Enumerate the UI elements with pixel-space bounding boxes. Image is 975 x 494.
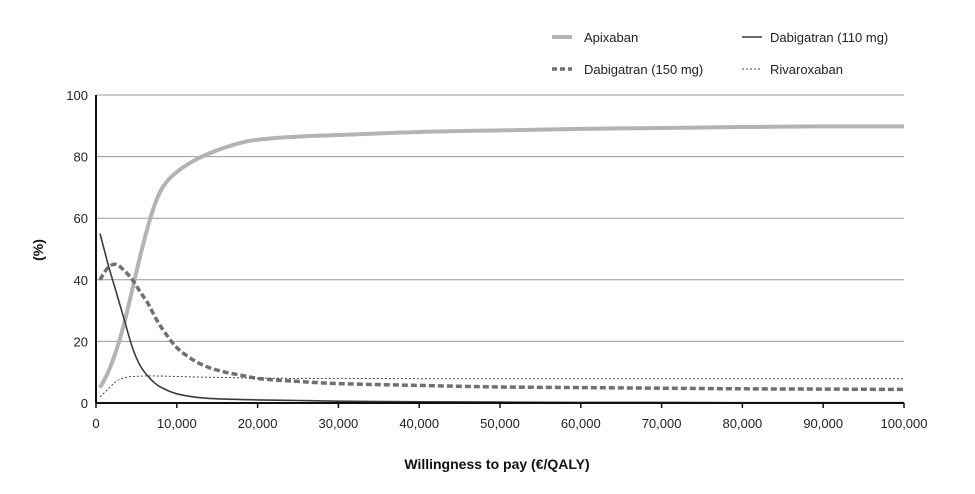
- y-axis-title: (%): [30, 239, 46, 261]
- x-tick-label: 50,000: [480, 416, 520, 431]
- y-tick-label: 0: [81, 396, 88, 411]
- legend-item-rivaroxaban: Rivaroxaban: [742, 62, 843, 77]
- x-tick-label: 0: [92, 416, 99, 431]
- x-tick-label: 40,000: [399, 416, 439, 431]
- series-lines: [98, 124, 905, 404]
- series-line-dabigatran-150-mg: [98, 262, 905, 392]
- y-tick-label: 60: [74, 211, 88, 226]
- series-line-apixaban: [98, 124, 905, 389]
- gridlines: [96, 94, 904, 342]
- axes: [95, 95, 905, 408]
- x-tick-label: 90,000: [803, 416, 843, 431]
- x-tick-label: 70,000: [642, 416, 682, 431]
- legend-item-dabigatran-110: Dabigatran (110 mg): [742, 30, 888, 45]
- x-tick-label: 80,000: [723, 416, 763, 431]
- legend-label-dabigatran-150: Dabigatran (150 mg): [584, 62, 703, 77]
- legend-label-rivaroxaban: Rivaroxaban: [770, 62, 843, 77]
- legend: Apixaban Dabigatran (110 mg) Dabigatran …: [552, 30, 888, 77]
- x-tick-label: 100,000: [881, 416, 928, 431]
- x-tick-label: 10,000: [157, 416, 197, 431]
- y-tick-label: 40: [74, 273, 88, 288]
- series-line-rivaroxaban: [99, 375, 904, 398]
- x-axis-title: Willingness to pay (€/QALY): [404, 456, 589, 472]
- x-tick-label: 20,000: [238, 416, 278, 431]
- legend-item-dabigatran-150: Dabigatran (150 mg): [552, 62, 703, 77]
- legend-item-apixaban: Apixaban: [552, 30, 638, 45]
- y-tick-label: 100: [66, 88, 88, 103]
- y-tick-label: 20: [74, 334, 88, 349]
- legend-label-dabigatran-110: Dabigatran (110 mg): [770, 30, 888, 45]
- y-tick-label: 80: [74, 150, 88, 165]
- legend-label-apixaban: Apixaban: [584, 30, 638, 45]
- x-tick-label: 60,000: [561, 416, 601, 431]
- x-tick-label: 30,000: [319, 416, 359, 431]
- tick-labels: 0 20 40 60 80 100 0 10,000 20,000 30,000 40,000 50,…: [66, 88, 927, 431]
- series-line-dabigatran-110-mg: [99, 233, 904, 404]
